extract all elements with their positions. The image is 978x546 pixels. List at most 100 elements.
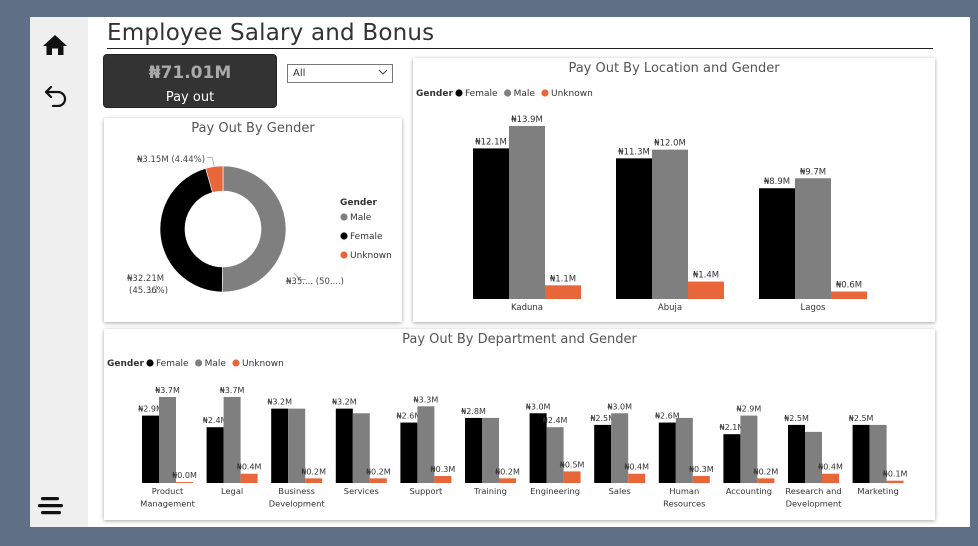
department-data-label-male-6: ₦2.4M: [543, 416, 568, 425]
department-bar-male-4: [417, 406, 435, 483]
location-category-label-1: Abuja: [658, 303, 682, 313]
department-data-label-male-9: ₦2.9M: [737, 405, 762, 414]
department-data-label-female-8: ₦2.6M: [655, 412, 680, 421]
department-data-label-male-4: ₦3.3M: [414, 395, 439, 404]
gender-slice-female: [159, 168, 223, 293]
department-data-label-unknown-8: ₦0.3M: [689, 465, 714, 474]
department-category-label-10-line2: Development: [786, 499, 843, 509]
department-bar-chart: Gender Female Male Unknown ₦2.9M ₦3.7M ₦0.0M Pr…: [107, 359, 908, 509]
location-data-label-male-1: ₦12.0M: [654, 139, 686, 149]
department-legend-marker-male: [195, 359, 203, 367]
location-bar-chart: Gender Female Male Unknown ₦12.1M ₦13.9M ₦1.1M…: [416, 89, 867, 313]
gender-label-male: ₦35.... (50....): [286, 277, 344, 287]
gender-legend-marker-unknown: [340, 251, 348, 259]
filter-dropdown[interactable]: All: [287, 64, 393, 83]
department-data-label-female-0: ₦2.9M: [138, 405, 163, 414]
location-bar-unknown-0: [545, 285, 581, 299]
location-legend-title: Gender: [416, 89, 453, 99]
location-legend-marker-female: [455, 89, 463, 97]
department-category-label-1: Legal: [221, 486, 243, 496]
department-data-label-female-10: ₦2.5M: [784, 414, 809, 423]
department-data-label-female-5: ₦2.8M: [461, 407, 486, 416]
location-data-label-unknown-2: ₦0.6M: [836, 281, 862, 291]
department-category-label-2-line2: Development: [269, 499, 326, 509]
gender-legend-title: Gender: [340, 198, 377, 208]
department-bar-unknown-5: [499, 478, 516, 483]
gender-label-female-pct: (45.36%): [129, 286, 168, 296]
location-data-label-male-2: ₦9.7M: [800, 167, 826, 177]
department-bar-unknown-9: [757, 478, 775, 483]
department-bar-male-5: [482, 417, 499, 483]
department-bar-female-2: [271, 408, 289, 483]
location-legend-label-female: Female: [465, 89, 498, 99]
department-bar-female-11: [852, 424, 870, 483]
location-legend-label-male: Male: [514, 89, 536, 99]
gender-label-female: ₦32.21M: [127, 274, 164, 284]
location-category-label-0: Kaduna: [511, 303, 543, 313]
department-bar-female-7: [594, 424, 612, 483]
department-data-label-male-1: ₦3.7M: [220, 386, 245, 395]
department-bar-female-5: [465, 417, 482, 483]
department-category-label-10: Research and: [785, 486, 841, 496]
location-legend-label-unknown: Unknown: [551, 89, 593, 99]
department-bar-female-3: [335, 408, 353, 483]
department-data-label-unknown-1: ₦0.4M: [237, 463, 262, 472]
location-legend-marker-unknown: [541, 89, 549, 97]
location-chart-card: Pay Out By Location and Gender Gender Fem…: [413, 58, 935, 322]
payout-kpi-value: ₦71.01M: [148, 63, 232, 83]
department-data-label-unknown-10: ₦0.4M: [818, 463, 843, 472]
gender-legend-label-unknown: Unknown: [350, 251, 392, 261]
payout-kpi-label: Pay out: [165, 90, 215, 105]
department-bar-male-8: [675, 417, 693, 483]
department-category-label-4: Support: [409, 486, 443, 496]
department-bar-male-9: [740, 415, 758, 483]
back-arrow-icon[interactable]: [43, 81, 69, 107]
department-legend-title: Gender: [107, 359, 144, 369]
department-legend-label-unknown: Unknown: [242, 359, 284, 369]
department-category-label-9: Accounting: [726, 486, 772, 496]
location-bar-unknown-2: [831, 291, 867, 299]
gender-label-line-male: [293, 273, 306, 280]
page-title: Employee Salary and Bonus: [107, 20, 435, 46]
home-icon[interactable]: [42, 33, 68, 57]
location-legend-marker-male: [504, 89, 512, 97]
menu-icon[interactable]: [37, 495, 65, 517]
gender-legend-marker-female: [340, 232, 348, 240]
location-bar-female-0: [473, 148, 509, 299]
gender-slice-unknown: [205, 165, 224, 193]
department-category-label-8-line2: Resources: [663, 499, 705, 509]
department-data-label-female-7: ₦2.5M: [590, 414, 615, 423]
gender-legend-label-female: Female: [350, 232, 383, 242]
location-data-label-unknown-1: ₦1.4M: [693, 271, 719, 281]
location-data-label-female-0: ₦12.1M: [475, 137, 507, 147]
department-legend-marker-unknown: [232, 359, 240, 367]
department-bar-female-10: [788, 424, 805, 483]
department-bar-female-8: [658, 422, 676, 483]
department-chart-title: Pay Out By Department and Gender: [402, 332, 637, 347]
location-bar-male-2: [795, 178, 831, 299]
department-data-label-unknown-5: ₦0.2M: [495, 467, 520, 476]
department-bar-male-0: [159, 397, 176, 483]
gender-chart-title: Pay Out By Gender: [191, 121, 315, 136]
payout-kpi-card[interactable]: ₦71.01M Pay out: [103, 54, 277, 108]
department-category-label-8: Human: [669, 486, 699, 496]
department-data-label-unknown-7: ₦0.4M: [624, 463, 649, 472]
department-data-label-unknown-0: ₦0.0M: [172, 471, 197, 480]
department-data-label-male-0: ₦3.7M: [155, 386, 180, 395]
department-data-label-unknown-2: ₦0.2M: [301, 467, 326, 476]
chevron-down-icon: [378, 69, 388, 75]
department-bar-male-3: [352, 413, 370, 483]
department-bar-unknown-2: [305, 478, 323, 483]
department-bar-unknown-8: [692, 476, 710, 483]
department-legend-label-female: Female: [156, 359, 189, 369]
department-bar-unknown-3: [369, 478, 387, 483]
department-data-label-female-11: ₦2.5M: [849, 414, 874, 423]
location-category-label-2: Lagos: [801, 303, 827, 313]
gender-label-line-unknown: [207, 157, 215, 167]
gender-label-line-female: [146, 285, 157, 293]
nav-pane: [30, 17, 88, 527]
location-data-label-male-0: ₦13.9M: [511, 115, 543, 125]
filter-dropdown-value: All: [293, 68, 306, 79]
department-category-label-0: Product: [152, 486, 184, 496]
department-bar-male-2: [288, 408, 306, 483]
